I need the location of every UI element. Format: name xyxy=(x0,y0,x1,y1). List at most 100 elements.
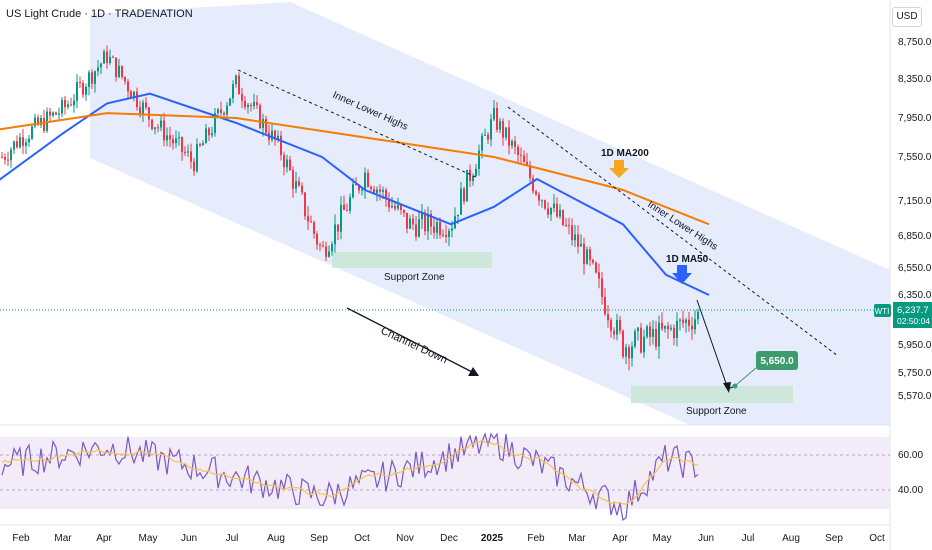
candle-body xyxy=(217,109,219,114)
candle-body xyxy=(136,91,138,108)
candle-body xyxy=(40,118,42,125)
candle-body xyxy=(589,249,591,260)
candle-body xyxy=(433,226,435,233)
candle-body xyxy=(652,329,654,337)
candle-body xyxy=(61,99,63,114)
candle-body xyxy=(34,117,36,127)
candle-body xyxy=(37,117,39,125)
candle-body xyxy=(112,56,114,58)
candle-body xyxy=(226,105,228,115)
candle-body xyxy=(637,327,639,332)
candle-body xyxy=(121,65,123,77)
candle-body xyxy=(523,155,525,163)
price-tick-label: 5,950.0 xyxy=(898,340,932,351)
time-tick-label: May xyxy=(139,533,158,544)
time-tick-label: Aug xyxy=(267,533,285,544)
candle-body xyxy=(286,159,288,168)
candle-body xyxy=(361,189,363,191)
support-zone-label-1: Support Zone xyxy=(384,272,445,283)
time-tick-label: Sep xyxy=(825,533,843,544)
candle-body xyxy=(211,133,213,136)
candle-body xyxy=(367,172,369,187)
price-badge-value: 6,237.7 xyxy=(897,305,929,316)
candle-body xyxy=(94,71,96,84)
candle-body xyxy=(184,151,186,153)
candle-body xyxy=(154,127,156,129)
candle-body xyxy=(397,204,399,209)
candle-body xyxy=(472,175,474,182)
candle-body xyxy=(349,197,351,211)
candle-body xyxy=(541,200,543,202)
candle-body xyxy=(586,249,588,265)
candle-body xyxy=(640,327,642,353)
candle-body xyxy=(598,272,600,279)
candle-body xyxy=(415,224,417,237)
price-tick-label: 6,350.0 xyxy=(898,290,932,301)
candle-body xyxy=(142,102,144,114)
candle-body xyxy=(181,137,183,152)
candle-body xyxy=(607,314,609,321)
price-tick-label: 6,550.0 xyxy=(898,263,932,274)
candle-body xyxy=(193,161,195,172)
candle-body xyxy=(301,185,303,193)
time-tick-label: Apr xyxy=(96,533,112,544)
candle-body xyxy=(289,159,291,171)
candle-body xyxy=(478,150,480,169)
candle-body xyxy=(43,118,45,131)
moving-averages xyxy=(0,92,710,521)
symbol-badge-box xyxy=(874,304,891,317)
candle-body xyxy=(358,185,360,191)
candle-body xyxy=(697,311,699,320)
candle-body xyxy=(622,330,624,357)
candle-body xyxy=(571,225,573,241)
currency-button[interactable]: USD xyxy=(892,7,922,27)
candle-body xyxy=(616,320,618,335)
time-tick-label: 2025 xyxy=(481,533,504,544)
candle-body xyxy=(163,120,165,141)
ma200-label: 1D MA200 xyxy=(601,148,649,159)
candle-body xyxy=(88,72,90,87)
candle-body xyxy=(658,322,660,347)
candle-body xyxy=(91,72,93,84)
candle-body xyxy=(328,251,330,257)
candle-body xyxy=(202,143,204,146)
candle-body xyxy=(556,203,558,217)
target-label-box xyxy=(756,351,798,370)
time-tick-label: Feb xyxy=(12,533,30,544)
chart-title: US Light Crude · 1D · TRADENATION xyxy=(6,8,193,20)
candle-body xyxy=(424,212,426,232)
candle-body xyxy=(412,218,414,225)
candle-body xyxy=(682,319,684,324)
candle-body xyxy=(109,56,111,63)
candle-body xyxy=(292,170,294,189)
candle-body xyxy=(400,204,402,210)
candle-body xyxy=(322,245,324,247)
candle-body xyxy=(337,224,339,232)
candle-body xyxy=(550,208,552,215)
candle-body xyxy=(691,325,693,330)
candle-body xyxy=(133,91,135,98)
support-zone-1 xyxy=(332,252,492,268)
candle-body xyxy=(685,319,687,324)
candle-body xyxy=(223,112,225,115)
candle-body xyxy=(73,100,75,106)
candle-body xyxy=(670,327,672,330)
candle-body xyxy=(340,204,342,232)
candle-body xyxy=(577,234,579,247)
candle-body xyxy=(394,205,396,209)
candle-body xyxy=(172,139,174,144)
candle-body xyxy=(169,135,171,140)
candle-body xyxy=(553,203,555,209)
candle-body xyxy=(241,94,243,101)
candle-body xyxy=(166,135,168,141)
candle-body xyxy=(100,63,102,68)
candle-body xyxy=(283,155,285,168)
candle-body xyxy=(244,100,246,108)
candle-body xyxy=(4,157,6,160)
price-tick-label: 7,950.0 xyxy=(898,113,932,124)
target-label: 5,650.0 xyxy=(760,356,794,367)
candle-body xyxy=(664,325,666,329)
time-tick-label: Aug xyxy=(782,533,800,544)
candle-body xyxy=(103,51,105,64)
candle-body xyxy=(82,82,84,95)
